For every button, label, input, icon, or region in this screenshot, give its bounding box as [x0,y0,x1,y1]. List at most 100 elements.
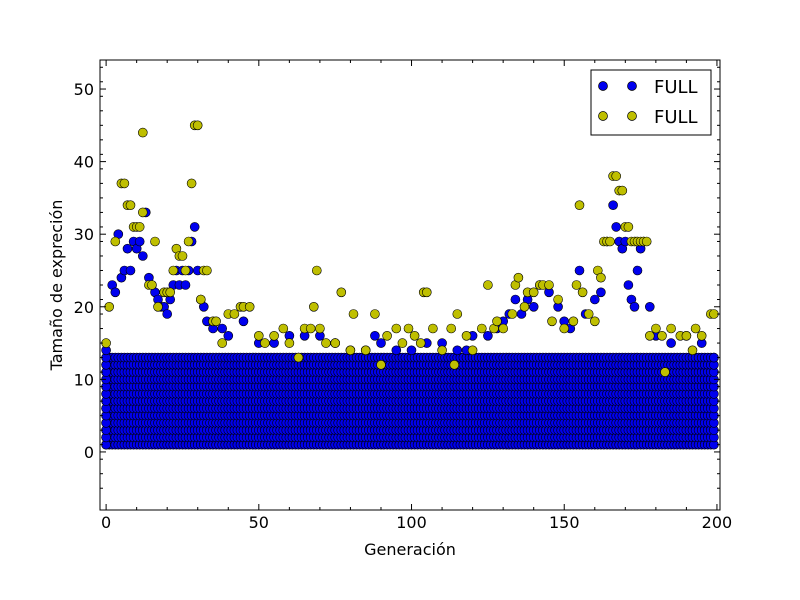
y-tick-label: 20 [74,298,94,317]
data-point-series-2 [180,265,191,276]
data-point-series-2 [690,323,701,334]
data-point-series-2 [415,338,426,348]
data-point-series-2 [253,330,264,341]
data-point-series-2 [211,316,221,327]
data-point-series-2 [192,120,203,131]
data-point-series-2 [125,200,136,210]
data-point-series-2 [138,127,148,138]
x-tick-label: 150 [549,513,580,532]
x-tick-label: 50 [249,513,269,532]
data-point-series-2 [574,200,585,210]
data-point-series-1 [528,301,539,312]
data-point-series-2 [138,207,148,218]
data-point-series-1 [189,222,200,232]
data-point-series-2 [568,316,579,327]
data-point-series-1 [406,345,417,356]
data-point-series-1 [180,280,191,290]
legend-marker-series-1a [598,81,608,91]
data-point-series-1 [370,330,380,341]
data-point-series-2 [360,345,371,356]
data-point-series-1 [574,265,585,276]
data-point-series-2 [153,301,163,312]
data-point-series-1 [162,309,172,319]
data-point-series-1 [510,294,521,305]
data-point-series-2 [571,280,582,290]
data-point-series-2 [196,294,206,305]
data-point-series-2 [183,236,194,247]
legend-marker-series-2a [598,111,608,121]
data-point-series-2 [110,236,121,247]
data-point-series-2 [229,309,240,319]
data-point-series-2 [177,251,188,261]
data-point-series-1 [629,301,640,312]
data-point-series-2 [687,345,698,356]
data-point-series-2 [217,338,227,348]
data-point-series-2 [330,338,341,348]
data-point-series-2 [498,323,509,334]
data-point-series-2 [483,280,493,290]
data-point-series-2 [370,309,380,319]
data-point-series-2 [492,316,502,327]
data-point-series-2 [559,323,570,334]
data-point-series-1 [122,243,133,254]
y-tick-label: 40 [74,153,94,172]
data-point-series-2 [437,345,447,356]
data-point-series-2 [403,323,414,334]
data-point-series-2 [596,272,606,283]
data-point-series-2 [696,330,707,341]
data-point-series-2 [104,301,114,312]
data-point-series-2 [397,338,408,348]
data-point-series-2 [452,309,463,319]
data-point-series-2 [150,236,160,247]
data-point-series-2 [345,345,356,356]
data-point-series-1 [452,345,463,356]
bulk-points-layer [101,352,719,450]
data-point-series-2 [513,272,524,283]
data-point-series-2 [644,330,655,341]
data-point-series-2 [336,287,347,298]
data-point-series-1 [666,338,676,348]
data-point-series-2 [666,323,676,334]
data-point-series-2 [269,330,279,341]
data-point-series-2 [428,323,438,334]
data-point-series-2 [421,287,432,298]
data-point-series-1 [483,330,493,341]
data-point-series-2 [553,294,563,305]
x-tick-label: 0 [101,513,111,532]
data-point-series-2 [260,338,270,348]
data-point-series-1 [125,265,136,276]
data-point-series-1 [391,345,402,356]
data-point-series-2 [519,301,530,312]
y-tick-label: 10 [74,370,94,389]
data-point-series-2 [641,236,652,247]
legend: FULL FULL [590,69,712,136]
data-point-series-2 [186,178,197,189]
data-point-series-2 [244,301,255,312]
y-tick-label: 50 [74,80,94,99]
data-point-series-2 [446,323,457,334]
data-point-series-2 [134,222,145,232]
data-point-series-2 [467,345,478,356]
data-point-series-2 [660,367,670,377]
data-point-series-2 [657,330,667,341]
data-point-series-2 [376,359,386,370]
legend-label-series-2: FULL [654,107,698,128]
data-point-series-2 [611,171,622,181]
data-point-series-2 [589,316,600,327]
y-tick-label: 30 [74,225,94,244]
x-tick-label: 100 [396,513,427,532]
data-point-series-2 [278,323,289,334]
data-point-series-1 [376,338,386,348]
data-point-series-1 [632,265,643,276]
data-point-series-1 [238,316,249,327]
data-point-series-1 [134,236,145,247]
data-point-series-2 [348,309,359,319]
data-point-series-2 [617,185,628,196]
data-point-series-1 [623,280,634,290]
data-point-series-1 [589,294,600,305]
x-tick-label: 200 [702,513,733,532]
legend-marker-series-2b [627,111,637,121]
data-point-series-2 [577,287,588,298]
data-point-series-1 [611,222,622,232]
